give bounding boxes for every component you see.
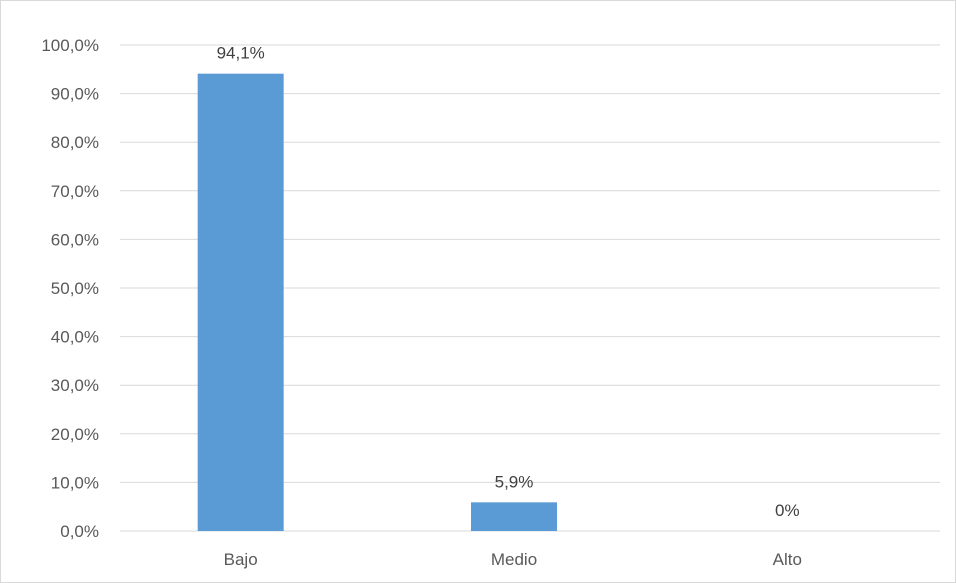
y-tick-label: 90,0% [51,85,99,104]
y-tick-label: 20,0% [51,425,99,444]
data-label-medio: 5,9% [495,472,534,491]
data-label-alto: 0% [775,501,800,520]
x-axis-category-labels: Bajo Medio Alto [224,550,802,569]
bar-bajo [197,73,284,531]
y-tick-label: 80,0% [51,133,99,152]
y-tick-label: 30,0% [51,376,99,395]
y-tick-label: 100,0% [41,36,99,55]
bar-medio [471,502,557,531]
y-tick-label: 40,0% [51,328,99,347]
y-tick-label: 60,0% [51,230,99,249]
y-tick-label: 50,0% [51,279,99,298]
x-tick-label-bajo: Bajo [224,550,258,569]
data-labels: 94,1% 5,9% 0% [217,44,800,520]
y-tick-label: 0,0% [60,522,99,541]
y-tick-label: 10,0% [51,473,99,492]
x-tick-label-alto: Alto [773,550,802,569]
y-axis-tick-labels: 0,0% 10,0% 20,0% 30,0% 40,0% 50,0% 60,0% 70,0% 8… [41,36,99,541]
bars [197,73,557,531]
data-label-bajo: 94,1% [217,44,265,63]
x-tick-label-medio: Medio [491,550,537,569]
y-tick-label: 70,0% [51,182,99,201]
